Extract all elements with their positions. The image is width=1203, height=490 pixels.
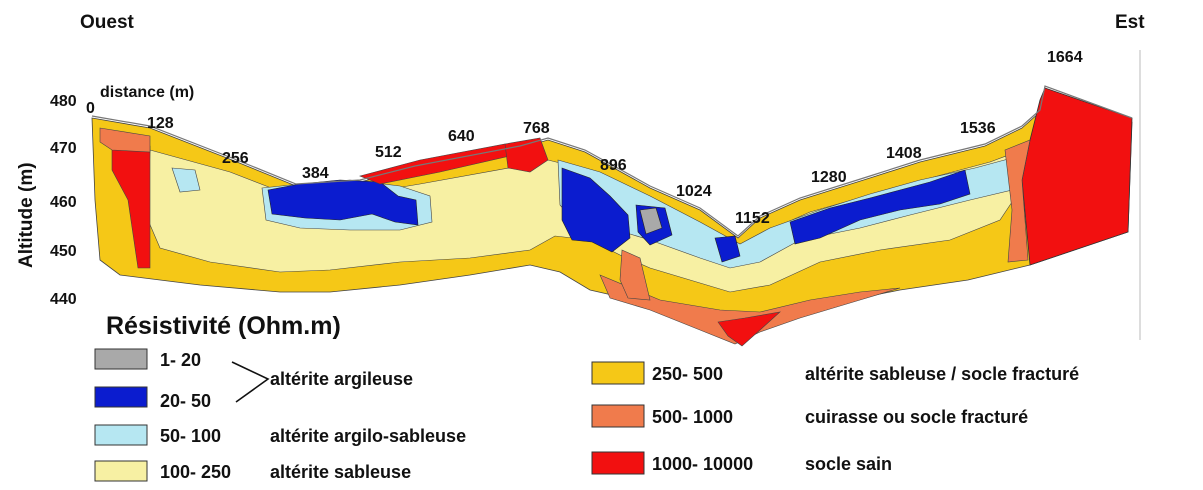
distance-mark-768: 768	[523, 120, 550, 137]
legend-range-250-500: 250- 500	[652, 364, 723, 384]
legend-range-100-250: 100- 250	[160, 462, 231, 482]
legend-range-1000-10000: 1000- 10000	[652, 454, 753, 474]
distance-mark-256: 256	[222, 150, 249, 167]
distance-marks: 0 128 256 384 512 640 768 896 1024 1152 …	[86, 49, 1083, 227]
distance-mark-1280: 1280	[811, 169, 847, 186]
distance-mark-1152: 1152	[735, 210, 770, 227]
legend-group-label: altérite argileuse	[270, 369, 413, 389]
y-tick-450: 450	[50, 243, 77, 260]
distance-mark-1024: 1024	[676, 183, 712, 200]
y-tick-440: 440	[50, 291, 77, 308]
legend-swatch-100-250	[94, 460, 148, 482]
zone-50-100-small	[171, 167, 201, 193]
zone-20-50-west	[267, 179, 419, 226]
zone-20-50-east	[789, 169, 971, 245]
legend-range-50-100: 50- 100	[160, 426, 221, 446]
zone-500-1000-east	[1004, 139, 1031, 263]
zone-500-1000-center	[619, 249, 651, 301]
legend-title: Résistivité (Ohm.m)	[106, 312, 341, 340]
distance-mark-896: 896	[600, 157, 627, 174]
legend-swatch-250-500	[591, 361, 645, 385]
y-axis-ticks: 480 470 460 450 440	[50, 93, 77, 308]
legend-desc-50-100: altérite argilo-sableuse	[270, 426, 466, 446]
distance-mark-1536: 1536	[960, 120, 996, 137]
distance-mark-384: 384	[302, 165, 329, 182]
legend-range-20-50: 20- 50	[160, 391, 211, 411]
west-label: Ouest	[80, 12, 135, 33]
zone-1000-10000-east	[1021, 87, 1133, 266]
legend-desc-250-500: altérite sableuse / socle fracturé	[805, 364, 1079, 384]
zone-20-50-center	[561, 167, 631, 253]
zone-20-50-small	[714, 235, 741, 263]
legend-swatch-500-1000	[591, 404, 645, 428]
legend-range-1-20: 1- 20	[160, 350, 201, 370]
legend-desc-1000-10000: socle sain	[805, 454, 892, 474]
distance-mark-1664: 1664	[1047, 49, 1083, 66]
legend-group-brace	[231, 361, 270, 403]
resistivity-section	[91, 50, 1141, 347]
zone-1-20	[639, 207, 663, 235]
legend-range-500-1000: 500- 1000	[652, 407, 733, 427]
y-tick-480: 480	[50, 93, 77, 110]
legend: Résistivité (Ohm.m) 1- 20 20- 50 altérit…	[94, 312, 1079, 482]
distance-mark-512: 512	[375, 144, 402, 161]
distance-mark-640: 640	[448, 128, 475, 145]
zone-500-1000-west	[99, 127, 151, 153]
east-label: Est	[1115, 12, 1145, 33]
legend-swatch-50-100	[94, 424, 148, 446]
topography-line	[91, 85, 1133, 237]
y-axis-title: Altitude (m)	[16, 162, 37, 268]
zone-1000-10000-bottom	[717, 311, 781, 347]
legend-desc-100-250: altérite sableuse	[270, 462, 411, 482]
legend-swatch-1000-10000	[591, 451, 645, 475]
legend-swatch-20-50	[94, 386, 148, 408]
distance-mark-128: 128	[147, 115, 174, 132]
distance-mark-1408: 1408	[886, 145, 922, 162]
distance-mark-0: 0	[86, 100, 95, 117]
y-tick-460: 460	[50, 194, 77, 211]
x-axis-title: distance (m)	[100, 84, 194, 101]
legend-swatch-1-20	[94, 348, 148, 370]
legend-desc-500-1000: cuirasse ou socle fracturé	[805, 407, 1028, 427]
y-tick-470: 470	[50, 140, 77, 157]
